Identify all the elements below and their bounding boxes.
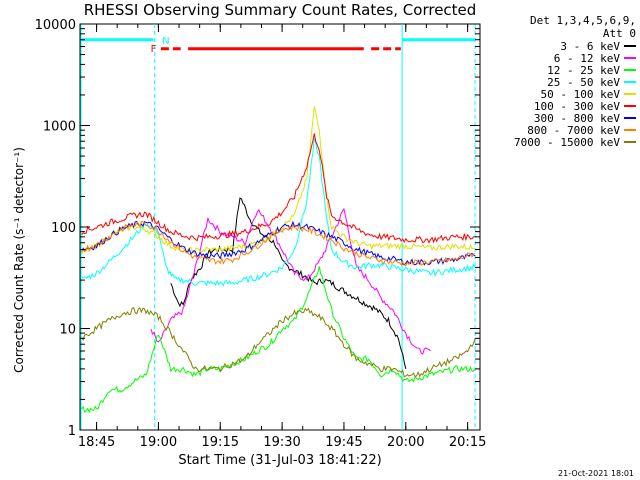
chart-title: RHESSI Observing Summary Count Rates, Co… (83, 1, 477, 19)
legend-item: 300 - 800 keV (476, 111, 636, 125)
legend-item-label: 3 - 6 keV (560, 39, 620, 53)
legend-item-label: 7000 - 15000 keV (514, 135, 620, 149)
legend: Det 1,3,4,5,6,9, Att 0 3 - 6 keV 6 - 12 k… (476, 14, 636, 149)
series-line-0 (170, 197, 407, 370)
legend-item-label: 25 - 50 keV (547, 75, 620, 89)
series-line-7 (81, 220, 476, 267)
legend-header-2: Att 0 (602, 27, 636, 40)
y-tick-label-0: 1 (68, 424, 76, 439)
tick-layer: 18:45 19:00 19:15 19:30 19:45 20:00 20:15 1 10 10… (35, 18, 487, 450)
legend-swatch (624, 81, 636, 83)
legend-item: 50 - 100 keV (476, 87, 636, 101)
x-tick-label-3: 19:30 (263, 435, 300, 450)
legend-item-label: 300 - 800 keV (533, 111, 620, 125)
x-tick-label-2: 19:15 (202, 435, 239, 450)
legend-item: 12 - 25 keV (476, 63, 636, 77)
legend-item-label: 800 - 7000 keV (527, 123, 620, 137)
series-line-2 (81, 266, 476, 414)
state-marker-F: F (151, 44, 157, 55)
x-tick-label-1: 19:00 (140, 435, 177, 450)
y-tick-label-4: 10000 (35, 18, 76, 33)
legend-header-1: Det 1,3,4,5,6,9, (530, 14, 636, 27)
footer-date: 21-Oct-2021 18:01 (558, 469, 634, 478)
legend-swatch (624, 105, 636, 107)
legend-swatch (624, 141, 636, 143)
legend-swatch (624, 57, 636, 59)
state-marker-N: N (162, 36, 169, 47)
legend-rows: 3 - 6 keV 6 - 12 keV 12 - 25 keV 25 - 50 ke… (476, 39, 636, 149)
series-line-5 (81, 133, 476, 244)
legend-swatch (624, 129, 636, 131)
legend-swatch (624, 117, 636, 119)
y-tick-label-1: 10 (59, 323, 76, 338)
series-line-1 (150, 207, 431, 355)
x-axis-label: Start Time (31-Jul-03 18:41:22) (178, 453, 382, 468)
series-line-3 (81, 138, 476, 287)
legend-item: 25 - 50 keV (476, 75, 636, 89)
legend-swatch (624, 69, 636, 71)
legend-item-label: 100 - 300 keV (533, 99, 620, 113)
x-tick-label-0: 18:45 (78, 435, 115, 450)
marker-layer: FN (151, 36, 170, 55)
series-line-8 (81, 306, 476, 378)
legend-item-label: 12 - 25 keV (547, 63, 620, 77)
legend-swatch (624, 45, 636, 47)
x-tick-label-6: 20:15 (449, 435, 486, 450)
y-tick-label-3: 1000 (43, 120, 76, 135)
legend-item: 7000 - 15000 keV (476, 135, 636, 149)
legend-item: 100 - 300 keV (476, 99, 636, 113)
legend-item: 800 - 7000 keV (476, 123, 636, 137)
series-line-4 (81, 106, 476, 256)
legend-item-label: 50 - 100 keV (540, 87, 620, 101)
x-tick-label-5: 20:00 (387, 435, 424, 450)
y-axis-label: Corrected Count Rate (s⁻¹ detector⁻¹) (12, 147, 26, 373)
series-layer (81, 106, 476, 414)
y-tick-label-2: 100 (51, 221, 76, 236)
legend-item: 3 - 6 keV (476, 39, 636, 53)
legend-item: 6 - 12 keV (476, 51, 636, 65)
legend-swatch (624, 93, 636, 95)
legend-item-label: 6 - 12 keV (553, 51, 620, 65)
x-tick-label-4: 19:45 (325, 435, 362, 450)
